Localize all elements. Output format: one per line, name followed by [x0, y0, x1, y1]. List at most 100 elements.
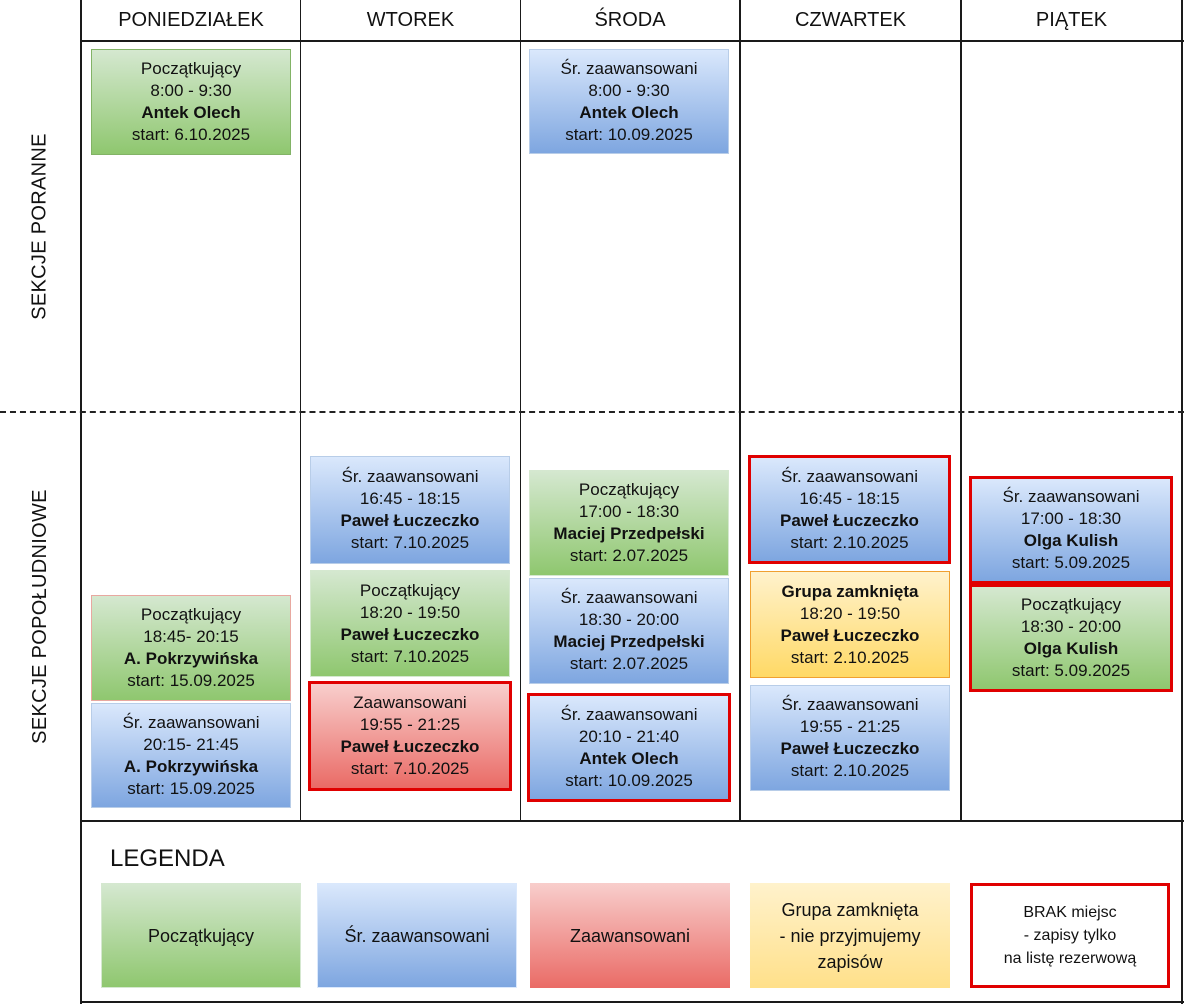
- card-start: start: 5.09.2025: [1011, 553, 1131, 572]
- grid-outer-right: [1181, 0, 1183, 1004]
- grid-col-divider-4: [960, 0, 962, 820]
- class-card-tue-pm2[interactable]: Początkujący 18:20 - 19:50 Paweł Łuczecz…: [310, 570, 510, 677]
- class-card-thu-pm3[interactable]: Śr. zaawansowani 19:55 - 21:25 Paweł Łuc…: [750, 685, 950, 791]
- card-level: Początkujący: [578, 480, 680, 499]
- legend-closed-line-3: zapisów: [817, 951, 883, 972]
- grid-col-divider-1: [300, 0, 301, 820]
- card-level: Początkujący: [140, 605, 242, 624]
- card-level: Śr. zaawansowani: [122, 712, 260, 732]
- legend-beginner-label: Początkujący: [147, 925, 255, 946]
- grid-col-divider-3: [739, 0, 741, 820]
- legend-intermediate-label: Śr. zaawansowani: [344, 925, 490, 946]
- card-teacher: Maciej Przedpełski: [553, 524, 705, 543]
- section-divider: [0, 411, 1184, 413]
- card-level: Zaawansowani: [353, 693, 467, 712]
- day-header-monday: PONIEDZIAŁEK: [118, 8, 264, 31]
- legend-full-line-1: BRAK miejsc: [1023, 904, 1117, 921]
- card-teacher: Olga Kulish: [1023, 639, 1119, 658]
- legend-full: BRAK miejsc - zapisy tylko na listę reze…: [970, 883, 1170, 988]
- card-teacher: Antek Olech: [579, 102, 679, 122]
- class-card-thu-pm2[interactable]: Grupa zamknięta 18:20 - 19:50 Paweł Łucz…: [750, 571, 950, 678]
- card-time: 17:00 - 18:30: [1020, 509, 1122, 528]
- card-teacher: A. Pokrzywińska: [123, 756, 259, 776]
- card-level: Śr. zaawansowani: [781, 695, 919, 714]
- class-card-mon-pm1[interactable]: Początkujący 18:45- 20:15 A. Pokrzywińsk…: [91, 595, 291, 701]
- card-time: 16:45 - 18:15: [359, 489, 461, 508]
- card-level: Śr. zaawansowani: [560, 704, 698, 724]
- section-label-afternoon-text: SEKCJE POPOŁUDNIOWE: [28, 489, 51, 744]
- card-start: start: 15.09.2025: [127, 671, 255, 690]
- card-level: Początkujący: [359, 580, 461, 600]
- section-label-morning: SEKCJE PORANNE: [0, 42, 80, 411]
- card-start: start: 7.10.2025: [350, 533, 470, 552]
- card-start: start: 5.09.2025: [1011, 661, 1131, 680]
- grid-header-bottom: [80, 40, 1184, 42]
- card-time: 18:20 - 19:50: [359, 602, 461, 622]
- class-card-tue-pm1[interactable]: Śr. zaawansowani 16:45 - 18:15 Paweł Łuc…: [310, 456, 510, 564]
- card-time: 19:55 - 21:25: [799, 717, 901, 736]
- class-card-wed-pm2[interactable]: Śr. zaawansowani 18:30 - 20:00 Maciej Pr…: [529, 578, 729, 684]
- card-start: start: 6.10.2025: [131, 125, 251, 144]
- class-card-fri-pm1[interactable]: Śr. zaawansowani 17:00 - 18:30 Olga Kuli…: [969, 476, 1173, 584]
- legend-closed-label: Grupa zamknięta - nie przyjmujemy zapisó…: [779, 897, 920, 975]
- card-time: 18:30 - 20:00: [1020, 617, 1122, 636]
- card-level: Grupa zamknięta: [781, 581, 919, 601]
- card-time: 18:30 - 20:00: [578, 610, 680, 629]
- class-card-wed-pm3[interactable]: Śr. zaawansowani 20:10 - 21:40 Antek Ole…: [527, 693, 731, 802]
- card-start: start: 2.10.2025: [790, 647, 910, 667]
- card-level: Początkujący: [1020, 595, 1122, 614]
- class-card-wed-am[interactable]: Śr. zaawansowani 8:00 - 9:30 Antek Olech…: [529, 49, 729, 154]
- day-header-wednesday: ŚRODA: [594, 8, 666, 31]
- card-teacher: Paweł Łuczeczko: [780, 625, 920, 645]
- card-time: 20:10 - 21:40: [578, 726, 680, 746]
- card-start: start: 15.09.2025: [127, 778, 255, 798]
- legend-beginner: Początkujący: [101, 883, 301, 988]
- card-teacher: Antek Olech: [141, 103, 241, 122]
- legend-advanced-label: Zaawansowani: [569, 925, 691, 946]
- legend-closed-line-2: - nie przyjmujemy: [779, 925, 921, 946]
- grid-legend-top: [80, 820, 1184, 822]
- card-level: Śr. zaawansowani: [341, 467, 479, 486]
- card-teacher: Paweł Łuczeczko: [340, 624, 480, 644]
- legend-advanced: Zaawansowani: [530, 883, 730, 988]
- grid-outer-left: [80, 0, 82, 1004]
- legend-intermediate: Śr. zaawansowani: [317, 883, 517, 988]
- day-header-tuesday: WTOREK: [366, 8, 455, 31]
- section-label-morning-text: SEKCJE PORANNE: [28, 133, 51, 320]
- card-teacher: Antek Olech: [579, 748, 679, 768]
- day-header-thursday: CZWARTEK: [794, 8, 907, 31]
- legend-full-line-3: na listę rezerwową: [1003, 950, 1137, 967]
- class-card-wed-pm1[interactable]: Początkujący 17:00 - 18:30 Maciej Przedp…: [529, 470, 729, 576]
- card-level: Początkujący: [140, 59, 242, 78]
- card-level: Śr. zaawansowani: [560, 58, 698, 78]
- card-teacher: Paweł Łuczeczko: [340, 737, 480, 756]
- card-start: start: 2.10.2025: [790, 532, 909, 552]
- card-teacher: Paweł Łuczeczko: [780, 510, 919, 530]
- card-start: start: 10.09.2025: [565, 124, 693, 144]
- card-start: start: 2.07.2025: [569, 654, 689, 673]
- card-start: start: 2.07.2025: [569, 546, 689, 565]
- legend-closed-line-1: Grupa zamknięta: [781, 899, 919, 920]
- class-card-tue-pm3[interactable]: Zaawansowani 19:55 - 21:25 Paweł Łuczecz…: [308, 681, 512, 791]
- class-card-thu-pm1[interactable]: Śr. zaawansowani 16:45 - 18:15 Paweł Łuc…: [748, 455, 951, 564]
- card-time: 18:20 - 19:50: [799, 603, 901, 623]
- class-card-mon-am[interactable]: Początkujący 8:00 - 9:30 Antek Olech sta…: [91, 49, 291, 155]
- card-teacher: Paweł Łuczeczko: [780, 739, 920, 758]
- class-card-fri-pm2[interactable]: Początkujący 18:30 - 20:00 Olga Kulish s…: [969, 584, 1173, 692]
- card-time: 17:00 - 18:30: [578, 502, 680, 521]
- card-start: start: 10.09.2025: [565, 770, 693, 790]
- class-card-mon-pm2[interactable]: Śr. zaawansowani 20:15- 21:45 A. Pokrzyw…: [91, 703, 291, 808]
- card-teacher: Olga Kulish: [1023, 531, 1119, 550]
- card-level: Śr. zaawansowani: [780, 466, 919, 486]
- card-teacher: A. Pokrzywińska: [123, 649, 259, 668]
- card-time: 19:55 - 21:25: [359, 715, 461, 734]
- card-time: 16:45 - 18:15: [799, 488, 900, 508]
- card-teacher: Maciej Przedpełski: [553, 632, 705, 651]
- card-time: 18:45- 20:15: [143, 627, 239, 646]
- legend-title: LEGENDA: [110, 845, 225, 872]
- section-label-afternoon: SEKCJE POPOŁUDNIOWE: [0, 413, 80, 820]
- card-teacher: Paweł Łuczeczko: [340, 511, 480, 530]
- card-level: Śr. zaawansowani: [560, 588, 698, 607]
- legend-full-label: BRAK miejsc - zapisy tylko na listę reze…: [1004, 901, 1137, 970]
- card-time: 20:15- 21:45: [143, 734, 239, 754]
